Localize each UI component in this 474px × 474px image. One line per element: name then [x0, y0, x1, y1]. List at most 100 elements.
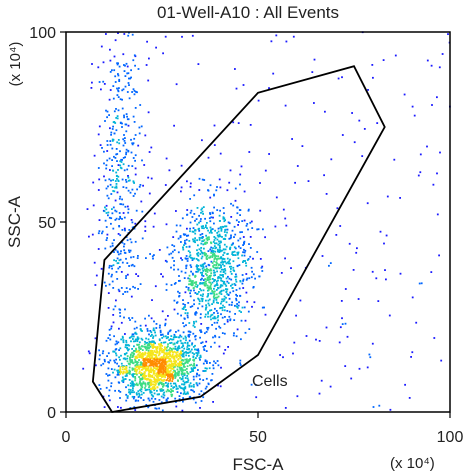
data-point: [205, 385, 208, 388]
data-point: [175, 360, 177, 363]
data-point: [131, 369, 134, 371]
data-point: [159, 347, 162, 350]
data-point: [204, 367, 207, 370]
data-point: [131, 221, 134, 224]
data-point: [125, 287, 128, 289]
data-point: [158, 352, 161, 355]
data-point: [191, 216, 194, 218]
data-point: [192, 287, 195, 290]
data-point: [127, 175, 129, 177]
data-point: [148, 381, 151, 384]
data-point: [138, 356, 141, 358]
data-point: [242, 244, 244, 246]
data-point: [268, 153, 270, 155]
data-point: [220, 279, 222, 282]
data-point: [190, 256, 192, 259]
data-point: [126, 395, 129, 398]
data-point: [253, 301, 256, 304]
data-point: [183, 317, 186, 320]
data-point: [107, 307, 110, 309]
data-point: [128, 379, 131, 381]
data-point: [178, 345, 180, 348]
data-point: [173, 260, 175, 262]
data-point: [152, 400, 155, 403]
data-point: [172, 355, 175, 358]
data-point: [144, 378, 147, 380]
data-point: [157, 357, 160, 360]
data-point: [228, 237, 231, 240]
data-point: [190, 385, 193, 388]
data-point: [201, 305, 204, 308]
data-point: [185, 368, 188, 370]
data-point: [88, 235, 90, 238]
data-point: [114, 122, 117, 124]
data-point: [238, 310, 241, 312]
data-point: [220, 264, 222, 267]
data-point: [202, 282, 204, 284]
data-point: [173, 124, 175, 127]
data-point: [152, 327, 155, 330]
data-point: [189, 251, 191, 254]
cells-gate-polygon[interactable]: [91, 65, 386, 413]
x-axis-multiplier: (x 10⁴): [390, 455, 435, 472]
data-point: [139, 380, 141, 383]
data-point: [175, 401, 177, 403]
data-point: [234, 313, 236, 315]
data-point: [188, 333, 191, 336]
data-point: [125, 148, 128, 151]
data-point: [155, 355, 158, 358]
data-point: [106, 237, 108, 239]
data-point: [165, 398, 168, 401]
data-point: [123, 116, 125, 119]
data-point: [202, 243, 205, 246]
data-point: [148, 384, 151, 387]
data-point: [130, 76, 132, 79]
data-point: [217, 302, 219, 304]
data-point: [205, 253, 207, 255]
data-point: [196, 239, 198, 242]
data-point: [106, 110, 109, 113]
data-point: [191, 230, 194, 233]
data-point: [120, 167, 123, 170]
data-point: [114, 75, 117, 78]
data-point: [108, 157, 111, 160]
data-point: [107, 214, 109, 217]
data-point: [133, 121, 136, 123]
data-point: [125, 275, 127, 277]
data-point: [213, 222, 215, 225]
data-point: [155, 363, 157, 365]
data-point: [233, 270, 236, 272]
data-point: [337, 77, 340, 80]
data-point: [216, 312, 219, 315]
data-point: [181, 307, 184, 310]
data-point: [134, 379, 137, 382]
data-point: [220, 300, 223, 303]
data-point: [146, 40, 148, 43]
data-point: [98, 81, 101, 83]
data-point: [198, 291, 200, 293]
data-point: [122, 366, 124, 368]
data-point: [199, 253, 202, 255]
data-point: [114, 81, 117, 83]
data-point: [142, 359, 145, 362]
data-point: [196, 249, 198, 252]
data-point: [184, 257, 187, 260]
data-point: [190, 389, 193, 391]
x-axis-label: FSC-A: [233, 455, 285, 474]
data-point: [208, 217, 211, 220]
data-point: [134, 159, 136, 162]
data-point: [106, 150, 109, 152]
data-point: [151, 361, 154, 363]
data-point: [128, 366, 131, 369]
data-point: [341, 134, 344, 136]
data-point: [142, 392, 145, 394]
data-point: [142, 184, 144, 187]
data-point: [143, 358, 145, 361]
data-point: [172, 338, 175, 341]
data-point: [147, 382, 149, 385]
data-point: [163, 394, 166, 397]
data-point: [101, 230, 104, 233]
data-point: [170, 362, 173, 365]
data-point: [140, 384, 142, 387]
data-point: [229, 318, 232, 321]
